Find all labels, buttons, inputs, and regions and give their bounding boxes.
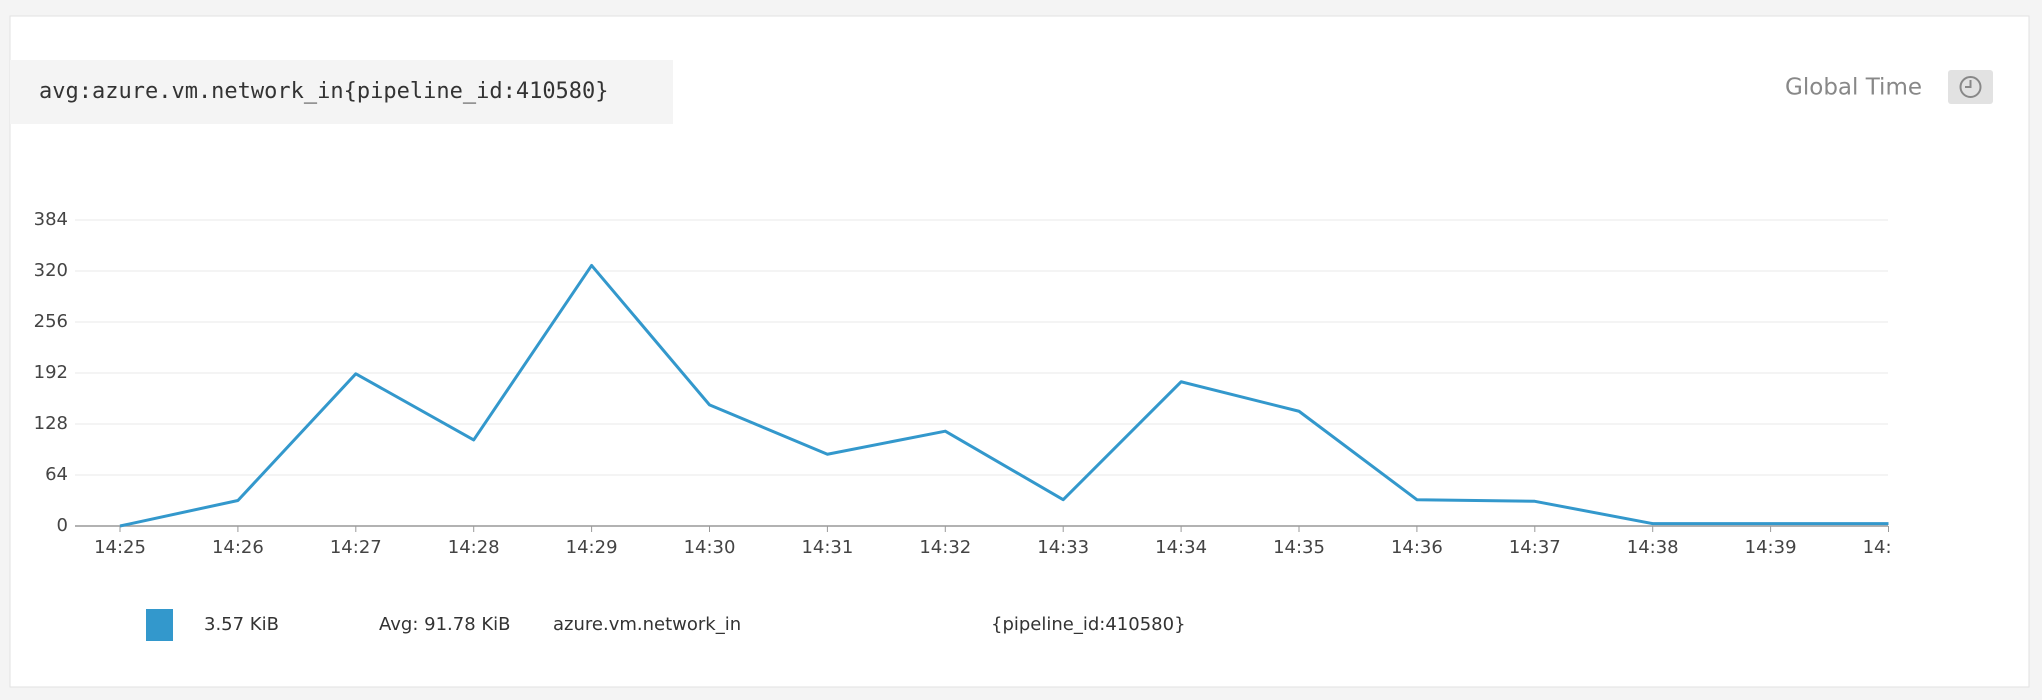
panel xyxy=(9,15,2030,688)
y-tick-label: 128 xyxy=(34,413,68,434)
query-box xyxy=(10,60,673,124)
x-tick-label: 14:39 xyxy=(1745,537,1797,558)
x-tick-label: 14:32 xyxy=(919,537,971,558)
y-tick-label: 320 xyxy=(34,260,68,281)
query: avg:azure.vm.network_in{pipeline_id:4105… xyxy=(39,79,609,104)
y-tick-label: 0 xyxy=(57,515,68,536)
y-tick-label: 64 xyxy=(45,464,68,485)
legend-scope: {pipeline_id:410580} xyxy=(991,614,1186,635)
y-tick-label: 384 xyxy=(34,209,68,230)
x-tick-label: 14:29 xyxy=(566,537,618,558)
y-tick-label: 256 xyxy=(34,311,68,332)
x-tick-label: 14:27 xyxy=(330,537,382,558)
plot: 14:25 14:26 14:27 14:28 14:29 14:30 14:31 14:32… xyxy=(94,526,1915,558)
legend-swatch xyxy=(146,609,173,641)
x-tick-label: 14:31 xyxy=(801,537,853,558)
legend-avg: Avg: 91.78 KiB xyxy=(379,614,511,635)
x-tick-label: 14:38 xyxy=(1627,537,1679,558)
legend-metric: azure.vm.network_in xyxy=(553,614,741,635)
legend-last: 3.57 KiB xyxy=(204,614,279,635)
x-tick-label: 14:26 xyxy=(212,537,264,558)
clock-button[interactable] xyxy=(1948,70,1993,104)
y-tick-label: 192 xyxy=(34,362,68,383)
x-tick-label: 14:33 xyxy=(1037,537,1089,558)
global-time[interactable]: Global Time xyxy=(1785,75,1922,101)
x-tick-label: 14:28 xyxy=(448,537,500,558)
x-tick-label: 14:30 xyxy=(684,537,736,558)
x-tick-label: 14:36 xyxy=(1391,537,1443,558)
x-tick-label: 14:34 xyxy=(1155,537,1207,558)
x-tick-label: 14:25 xyxy=(94,537,146,558)
x-tick-label: 14:35 xyxy=(1273,537,1325,558)
series-line xyxy=(119,263,1889,528)
x-tick-label: 14:40 xyxy=(1863,537,1915,558)
x-tick-label: 14:37 xyxy=(1509,537,1561,558)
